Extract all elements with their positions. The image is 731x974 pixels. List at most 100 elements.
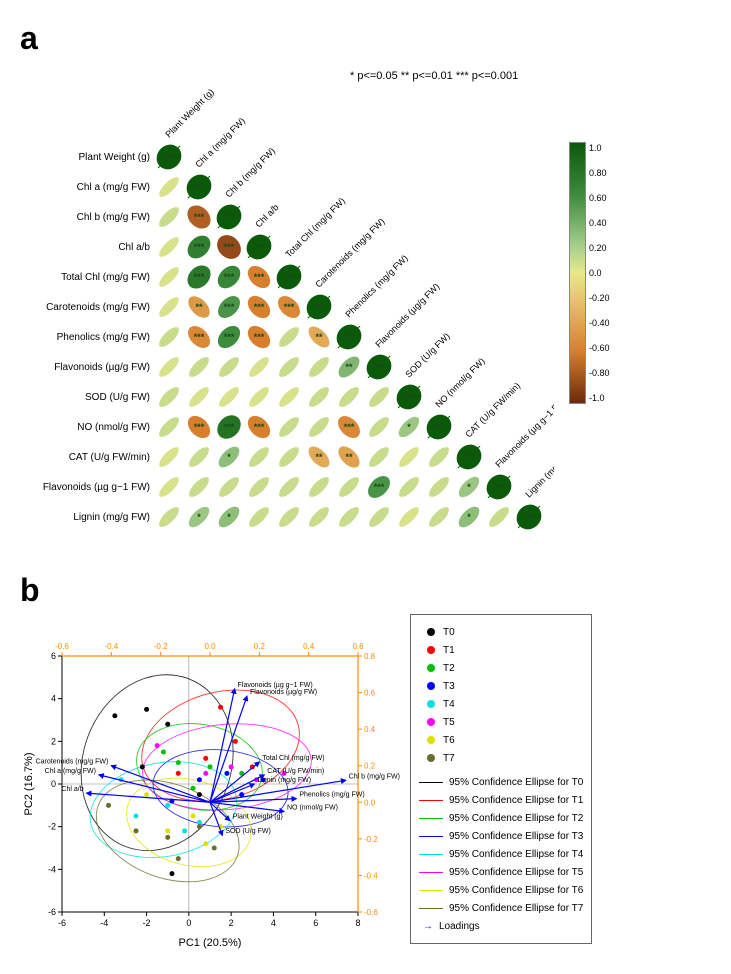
legend-marker	[427, 718, 435, 726]
panel-b: b -6-4-202468-6-4-20246-0.6-0.4-0.20.00.…	[20, 572, 731, 954]
colorbar-tick: -1.0	[589, 393, 610, 403]
row-label: SOD (U/g FW)	[20, 382, 154, 412]
svg-text:0.4: 0.4	[364, 725, 376, 734]
svg-text:***: ***	[194, 332, 205, 342]
row-label: CAT (U/g FW/min)	[20, 442, 154, 472]
svg-text:SOD (U/g FW): SOD (U/g FW)	[225, 828, 270, 835]
row-label: Chl a/b	[20, 232, 154, 262]
svg-text:NO (nmol/g FW): NO (nmol/g FW)	[287, 804, 338, 811]
svg-text:***: ***	[284, 302, 295, 312]
row-label: Total Chl (mg/g FW)	[20, 262, 154, 292]
colorbar-tick: -0.60	[589, 343, 610, 353]
svg-text:PC1 (20.5%): PC1 (20.5%)	[179, 937, 242, 949]
legend-marker	[427, 736, 435, 744]
svg-text:***: ***	[194, 212, 205, 222]
legend-label: 95% Confidence Ellipse for T4	[449, 849, 583, 860]
svg-text:Chl b (mg/g FW): Chl b (mg/g FW)	[223, 146, 277, 200]
legend-line	[419, 872, 443, 873]
svg-text:Total Chl (mg/g FW): Total Chl (mg/g FW)	[262, 755, 324, 762]
svg-text:***: ***	[224, 272, 235, 282]
legend-point-row: T1	[419, 641, 583, 659]
legend-ellipse-row: 95% Confidence Ellipse for T0	[419, 773, 583, 791]
colorbar-labels: 1.00.800.600.400.200.0-0.20-0.40-0.60-0.…	[589, 143, 610, 403]
svg-text:***: ***	[194, 242, 205, 252]
svg-text:*: *	[227, 452, 231, 462]
legend-label: T7	[443, 753, 455, 764]
svg-text:2: 2	[51, 736, 56, 746]
svg-text:0.6: 0.6	[364, 689, 376, 698]
svg-text:-6: -6	[48, 907, 56, 917]
row-label: Phenolics (mg/g FW)	[20, 322, 154, 352]
svg-text:***: ***	[224, 242, 235, 252]
panel-b-label: b	[20, 572, 731, 609]
colorbar-tick: 0.40	[589, 218, 610, 228]
legend-point-row: T3	[419, 677, 583, 695]
svg-text:***: ***	[194, 422, 205, 432]
legend-label: T6	[443, 735, 455, 746]
correlation-container: Plant Weight (g)Chl a (mg/g FW)Chl b (mg…	[20, 62, 731, 542]
pca-legend: T0T1T2T3T4T5T6T795% Confidence Ellipse f…	[410, 614, 592, 944]
legend-loadings-row: →Loadings	[419, 917, 583, 935]
significance-legend: * p<=0.05 ** p<=0.01 *** p<=0.001	[350, 70, 518, 82]
svg-text:Flavonoids (µg g−1 FW): Flavonoids (µg g−1 FW)	[238, 682, 313, 689]
svg-text:6: 6	[51, 651, 56, 661]
svg-text:4: 4	[271, 918, 276, 928]
svg-text:***: ***	[464, 452, 475, 462]
svg-text:***: ***	[224, 332, 235, 342]
panel-a: a * p<=0.05 ** p<=0.01 *** p<=0.001 Plan…	[20, 20, 731, 542]
svg-text:**: **	[345, 362, 353, 372]
svg-text:**: **	[315, 332, 323, 342]
legend-line	[419, 890, 443, 891]
svg-text:0.8: 0.8	[364, 652, 376, 661]
svg-text:***: ***	[284, 272, 295, 282]
colorbar-tick: 0.20	[589, 243, 610, 253]
svg-text:Total Chl (mg/g FW): Total Chl (mg/g FW)	[283, 196, 347, 260]
legend-line	[419, 836, 443, 837]
svg-text:4: 4	[51, 694, 56, 704]
legend-ellipse-row: 95% Confidence Ellipse for T6	[419, 881, 583, 899]
legend-label: 95% Confidence Ellipse for T6	[449, 885, 583, 896]
legend-ellipse-row: 95% Confidence Ellipse for T1	[419, 791, 583, 809]
svg-text:Flavonoids (µg/g FW): Flavonoids (µg/g FW)	[250, 689, 317, 696]
legend-line	[419, 818, 443, 819]
svg-text:Flavonoids (µg/g FW): Flavonoids (µg/g FW)	[373, 281, 441, 349]
legend-point-row: T0	[419, 623, 583, 641]
legend-line	[419, 800, 443, 801]
svg-text:***: ***	[254, 242, 265, 252]
legend-ellipse-row: 95% Confidence Ellipse for T4	[419, 845, 583, 863]
svg-text:Chl a/b: Chl a/b	[61, 786, 83, 793]
svg-text:***: ***	[194, 272, 205, 282]
legend-label: 95% Confidence Ellipse for T5	[449, 867, 583, 878]
legend-label: 95% Confidence Ellipse for T7	[449, 903, 583, 914]
svg-text:-2: -2	[48, 822, 56, 832]
svg-text:**: **	[195, 302, 203, 312]
svg-text:*: *	[227, 512, 231, 522]
legend-ellipse-row: 95% Confidence Ellipse for T5	[419, 863, 583, 881]
legend-label: T4	[443, 699, 455, 710]
pca-biplot: -6-4-202468-6-4-20246-0.6-0.4-0.20.00.20…	[20, 614, 400, 954]
svg-text:***: ***	[344, 422, 355, 432]
svg-text:***: ***	[434, 422, 445, 432]
svg-text:-0.2: -0.2	[364, 835, 378, 844]
legend-ellipse-row: 95% Confidence Ellipse for T3	[419, 827, 583, 845]
row-labels: Plant Weight (g)Chl a (mg/g FW)Chl b (mg…	[20, 142, 154, 532]
legend-label: T3	[443, 681, 455, 692]
svg-text:***: ***	[164, 152, 175, 162]
svg-text:**: **	[345, 452, 353, 462]
svg-text:Phenolics (mg/g FW): Phenolics (mg/g FW)	[299, 792, 364, 799]
svg-text:Plant Weight (g): Plant Weight (g)	[163, 87, 216, 140]
svg-text:*: *	[197, 512, 201, 522]
svg-text:0: 0	[51, 779, 56, 789]
svg-text:-0.2: -0.2	[154, 642, 168, 651]
legend-label: T1	[443, 645, 455, 656]
svg-text:CAT (U/g FW/min): CAT (U/g FW/min)	[267, 768, 324, 775]
svg-text:***: ***	[314, 302, 325, 312]
svg-text:6: 6	[313, 918, 318, 928]
colorbar-tick: -0.40	[589, 318, 610, 328]
legend-point-row: T6	[419, 731, 583, 749]
legend-point-row: T2	[419, 659, 583, 677]
svg-text:*: *	[407, 422, 411, 432]
svg-text:SOD (U/g FW): SOD (U/g FW)	[403, 331, 451, 379]
svg-text:***: ***	[404, 392, 415, 402]
colorbar-tick: 0.80	[589, 168, 610, 178]
